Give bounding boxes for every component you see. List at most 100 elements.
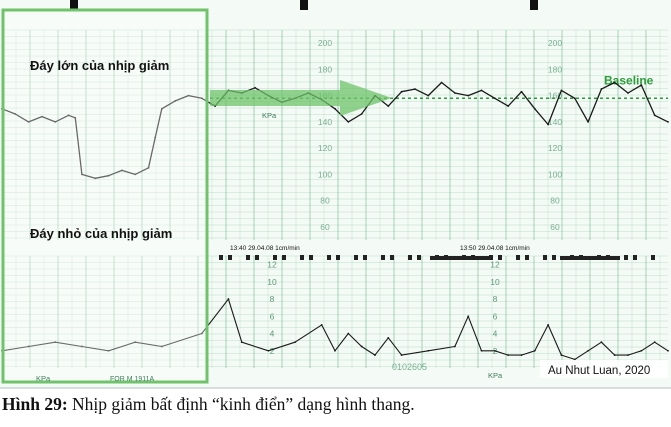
- paper-header-right: 13:50 29.04.08 1cm/min: [460, 245, 530, 252]
- fhr-point: [160, 107, 163, 110]
- credit-label: Au Nhut Luan, 2020: [548, 365, 650, 377]
- small-base-label: Đáy nhỏ của nhịp giảm: [30, 226, 172, 241]
- paper-tab: [300, 0, 308, 10]
- fhr-point: [600, 88, 603, 90]
- caption-text: Nhịp giảm bất định “kinh điển” dạng hình…: [67, 394, 415, 414]
- event-mark: [219, 255, 223, 260]
- kpa-label: KPa: [488, 371, 503, 380]
- fhr-tick-label: 60: [550, 222, 560, 232]
- uc-tick-label: 10: [267, 277, 277, 287]
- event-mark: [228, 255, 232, 260]
- event-mark: [363, 255, 367, 260]
- uc-point: [467, 315, 470, 318]
- fhr-tick-label: 160: [548, 91, 562, 101]
- arrow-head: [340, 80, 392, 116]
- fhr-tick-label: 140: [548, 117, 562, 127]
- uc-tick-label: 6: [493, 311, 498, 321]
- fhr-point: [493, 97, 496, 100]
- fhr-tick-label: 100: [318, 169, 332, 179]
- fhr-point: [667, 120, 669, 123]
- uc-point: [627, 354, 629, 356]
- uc-tick-label: 10: [490, 277, 500, 287]
- header-band: [0, 241, 671, 255]
- event-mark: [327, 255, 331, 260]
- event-mark: [525, 255, 529, 260]
- event-mark: [516, 255, 520, 260]
- event-mark: [336, 255, 340, 260]
- uc-tick-label: 8: [493, 294, 498, 304]
- fhr-point: [14, 113, 17, 115]
- uc-point: [427, 349, 430, 352]
- event-mark: [390, 255, 394, 260]
- event-mark: [651, 255, 655, 260]
- uc-tick-label: 12: [267, 260, 277, 270]
- fhr-point: [453, 92, 456, 94]
- uc-point: [160, 345, 163, 348]
- fhr-point: [414, 88, 416, 90]
- event-bar: [430, 256, 490, 260]
- fhr-point: [427, 94, 430, 97]
- uc-point: [387, 336, 390, 339]
- event-mark: [381, 255, 385, 260]
- uc-point: [480, 349, 483, 352]
- paper-tab: [530, 0, 538, 10]
- uc-point: [267, 349, 270, 352]
- fhr-point: [200, 97, 203, 100]
- fhr-point: [507, 105, 510, 108]
- fhr-tick-label: 60: [320, 222, 330, 232]
- fhr-point: [360, 113, 363, 115]
- uc-point: [200, 332, 203, 335]
- uc-point: [347, 332, 350, 335]
- fhr-point: [533, 107, 536, 110]
- fhr-point: [627, 92, 629, 94]
- uc-point: [493, 349, 496, 352]
- event-bar: [560, 256, 620, 260]
- arrow-shaft: [210, 90, 340, 106]
- fhr-point: [254, 86, 256, 89]
- fhr-point: [440, 81, 443, 84]
- event-mark: [300, 255, 304, 260]
- uc-point: [533, 349, 536, 352]
- fhr-tick-label: 80: [550, 196, 560, 206]
- fhr-tick-label: 120: [548, 143, 562, 153]
- fhr-tick-label: 200: [548, 38, 562, 48]
- uc-tick-label: 2: [270, 346, 275, 356]
- fhr-point: [613, 81, 616, 84]
- fhr-point: [587, 120, 589, 123]
- deceleration-box: [1, 8, 209, 384]
- fhr-point: [520, 90, 523, 93]
- fhr-point: [547, 123, 550, 126]
- event-mark: [273, 255, 277, 260]
- fhr-tick-label: 100: [548, 169, 562, 179]
- uc-point: [81, 345, 83, 348]
- event-mark: [255, 255, 259, 260]
- fhr-point: [74, 117, 77, 119]
- fhr-point: [147, 166, 150, 169]
- fhr-point: [154, 136, 157, 139]
- event-mark: [408, 255, 412, 260]
- uc-grid: [1, 255, 668, 368]
- uc-point: [453, 345, 456, 348]
- uc-point: [507, 354, 510, 356]
- uc-point: [613, 354, 616, 356]
- uc-point: [547, 324, 550, 326]
- serial-number: 0102605: [392, 362, 427, 372]
- fhr-tick-label: 180: [548, 64, 562, 74]
- event-mark: [246, 255, 250, 260]
- fhr-tick-label: 80: [320, 196, 330, 206]
- event-mark: [498, 255, 502, 260]
- large-base-label: Đáy lớn của nhịp giảm: [30, 58, 169, 73]
- uc-point: [653, 341, 656, 344]
- fhr-grid: [1, 29, 668, 240]
- fhr-point: [347, 120, 350, 123]
- fhr-point: [467, 94, 470, 97]
- uc-point: [240, 341, 243, 344]
- uc-tick-label: 6: [270, 311, 275, 321]
- event-mark: [633, 255, 637, 260]
- uc-point: [360, 345, 363, 348]
- fhr-point: [400, 90, 403, 93]
- fhr-tick-label: 140: [318, 117, 332, 127]
- fhr-point: [480, 89, 483, 92]
- event-mark: [417, 255, 421, 260]
